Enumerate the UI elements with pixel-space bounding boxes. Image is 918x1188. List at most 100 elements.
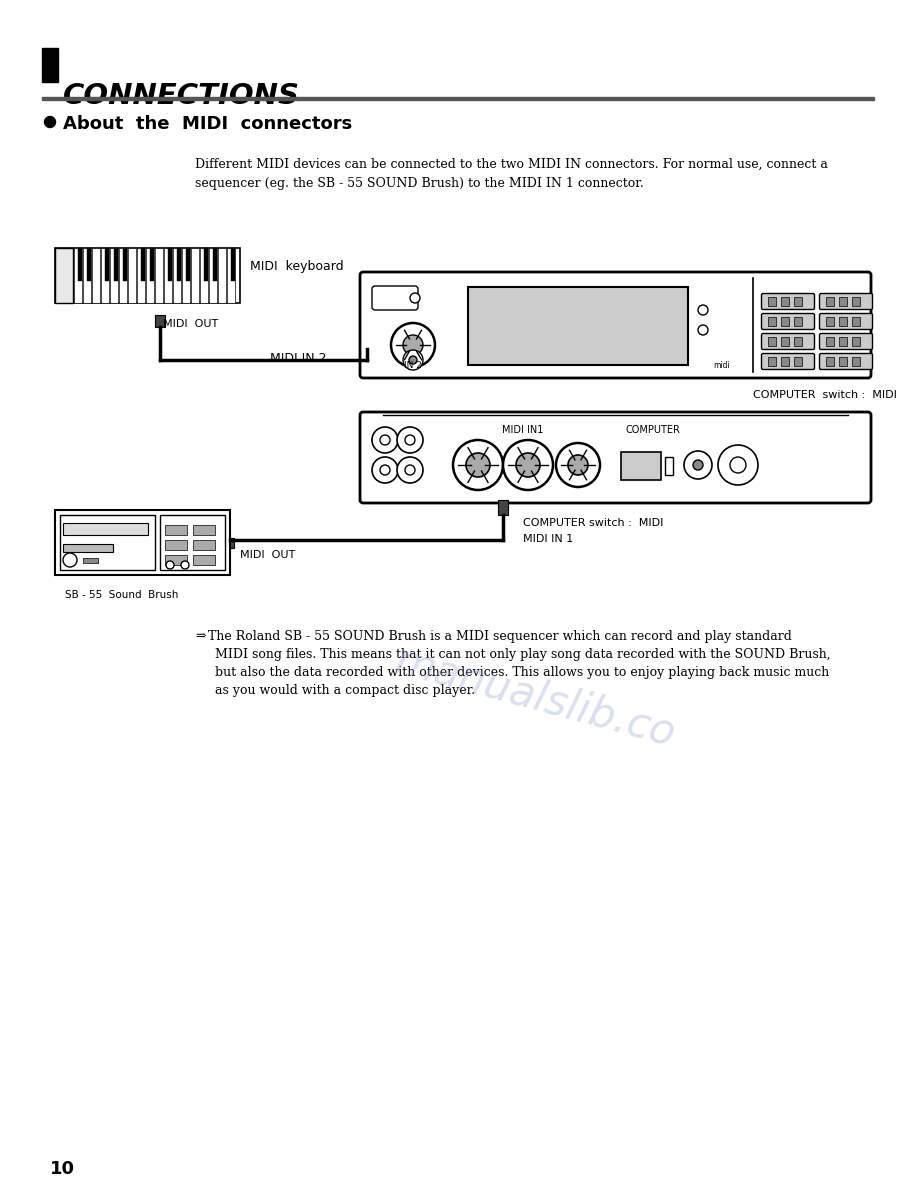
Bar [227, 248, 235, 303]
Circle shape [453, 440, 503, 489]
Bar [362, 349, 372, 359]
Circle shape [516, 453, 540, 478]
Bar [794, 358, 802, 366]
Text: MIDI  keyboard: MIDI keyboard [250, 260, 343, 273]
Circle shape [693, 460, 703, 470]
Text: COMPUTER: COMPUTER [625, 425, 680, 435]
Bar [826, 337, 834, 346]
FancyBboxPatch shape [820, 293, 872, 310]
Bar [83, 248, 91, 303]
Bar [665, 457, 673, 475]
Bar [768, 317, 776, 326]
FancyBboxPatch shape [762, 293, 814, 310]
Bar [852, 358, 860, 366]
Bar [177, 248, 181, 282]
Bar [55, 248, 73, 303]
Text: Different MIDI devices can be connected to the two MIDI IN connectors. For norma: Different MIDI devices can be connected … [195, 158, 828, 171]
Bar [231, 248, 235, 282]
Bar [794, 337, 802, 346]
Circle shape [684, 451, 712, 479]
Bar [42, 96, 874, 100]
Text: CONNECTIONS: CONNECTIONS [63, 82, 300, 110]
Text: ⇒: ⇒ [195, 630, 206, 643]
Bar [63, 544, 113, 552]
Bar [826, 317, 834, 326]
Circle shape [730, 457, 746, 473]
Bar [621, 451, 661, 480]
Circle shape [405, 435, 415, 446]
Bar [193, 525, 215, 535]
Bar [137, 248, 145, 303]
Text: MIDI IN1: MIDI IN1 [502, 425, 543, 435]
Bar [839, 297, 847, 307]
Bar [60, 516, 155, 570]
Bar [794, 297, 802, 307]
Circle shape [181, 561, 189, 569]
Bar [55, 510, 230, 575]
Bar [193, 541, 215, 550]
Text: 10: 10 [50, 1159, 75, 1178]
Bar [768, 337, 776, 346]
Bar [110, 248, 118, 303]
FancyBboxPatch shape [820, 334, 872, 349]
Bar [101, 248, 109, 303]
FancyBboxPatch shape [762, 314, 814, 329]
Bar [123, 248, 127, 282]
FancyBboxPatch shape [820, 354, 872, 369]
Text: MIDI IN 1: MIDI IN 1 [523, 533, 573, 544]
Circle shape [405, 465, 415, 475]
Bar [128, 248, 136, 303]
Bar [92, 248, 100, 303]
Bar [155, 315, 165, 327]
Bar [839, 317, 847, 326]
Circle shape [403, 335, 423, 355]
Bar [83, 558, 98, 563]
Circle shape [372, 426, 398, 453]
Bar [781, 297, 789, 307]
Text: COMPUTER  switch :  MIDI: COMPUTER switch : MIDI [753, 390, 897, 400]
Circle shape [63, 552, 77, 567]
Bar [839, 358, 847, 366]
Text: but also the data recorded with other devices. This allows you to enjoy playing : but also the data recorded with other de… [215, 666, 829, 680]
Bar [193, 555, 215, 565]
Circle shape [698, 326, 708, 335]
Text: MIDI song files. This means that it can not only play song data recorded with th: MIDI song files. This means that it can … [215, 647, 831, 661]
Bar [55, 248, 240, 303]
Bar [852, 337, 860, 346]
Bar [468, 287, 688, 365]
Bar [165, 525, 187, 535]
Bar [155, 248, 163, 303]
Circle shape [568, 455, 588, 475]
Bar [165, 555, 187, 565]
Text: MIDI IN 2: MIDI IN 2 [270, 352, 327, 365]
Bar [42, 48, 58, 82]
Text: The Roland SB - 55 SOUND Brush is a MIDI sequencer which can record and play sta: The Roland SB - 55 SOUND Brush is a MIDI… [208, 630, 792, 643]
FancyBboxPatch shape [762, 334, 814, 349]
FancyBboxPatch shape [820, 314, 872, 329]
Circle shape [698, 305, 708, 315]
Bar [498, 500, 508, 516]
Text: midi: midi [713, 361, 730, 369]
Bar [224, 538, 234, 548]
Bar [218, 248, 226, 303]
Bar [141, 248, 145, 282]
Text: manualslib.co: manualslib.co [390, 640, 680, 756]
Bar [160, 516, 225, 570]
Bar [781, 337, 789, 346]
Bar [852, 317, 860, 326]
Bar [182, 248, 190, 303]
Circle shape [397, 457, 423, 484]
Circle shape [380, 465, 390, 475]
Circle shape [409, 356, 417, 364]
Bar [146, 248, 154, 303]
Bar [186, 248, 190, 282]
Bar [794, 317, 802, 326]
Circle shape [410, 293, 420, 303]
Circle shape [372, 457, 398, 484]
Bar [839, 337, 847, 346]
Bar [768, 358, 776, 366]
FancyBboxPatch shape [360, 412, 871, 503]
Bar [173, 248, 181, 303]
Circle shape [166, 561, 174, 569]
Bar [150, 248, 154, 282]
